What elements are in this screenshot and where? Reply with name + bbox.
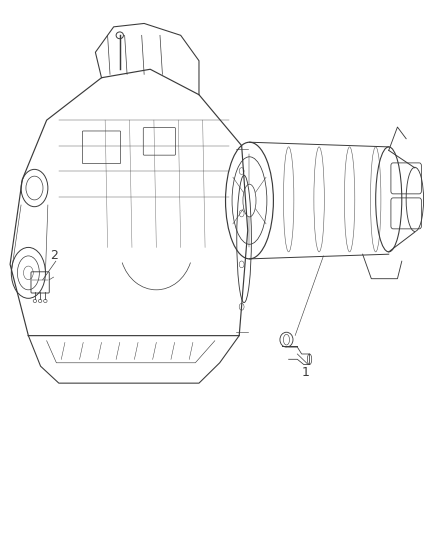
Text: 2: 2 — [49, 249, 57, 262]
Text: 1: 1 — [302, 366, 310, 379]
